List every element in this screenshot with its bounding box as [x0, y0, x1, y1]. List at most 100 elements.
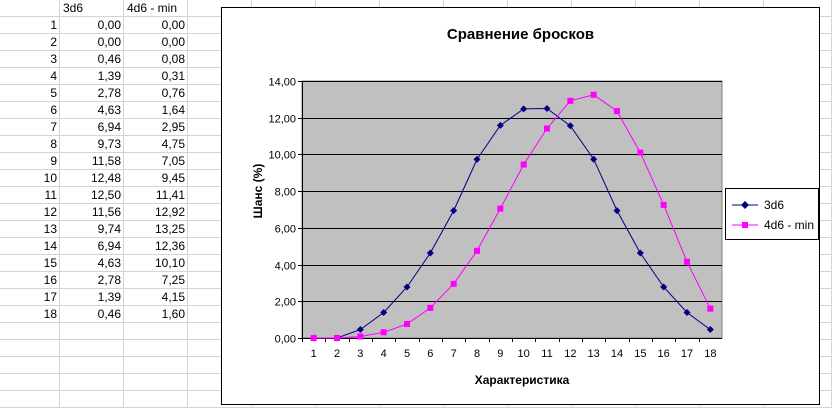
data-point-4d6-min: [637, 149, 644, 156]
cell-3d6-value[interactable]: 0,46: [97, 307, 121, 321]
y-tick-label: 0,00: [275, 334, 296, 346]
cell-roll-value[interactable]: 15: [43, 256, 57, 270]
y-tick-label: 14,00: [268, 77, 296, 89]
cell-roll-value[interactable]: 11: [44, 188, 57, 202]
cell-4d6-min-value[interactable]: 11,41: [155, 188, 185, 202]
data-point-3d6: [356, 326, 364, 334]
cell-3d6-value[interactable]: 0,46: [97, 52, 121, 66]
y-tick-label: 2,00: [275, 297, 296, 309]
cell-3d6-value[interactable]: 11,56: [91, 205, 121, 219]
cell-3d6-value[interactable]: 0,00: [97, 35, 121, 49]
cell-4d6-min-value[interactable]: 4,15: [161, 290, 185, 304]
cell-roll-value[interactable]: 2: [50, 35, 57, 49]
x-tick-label: 16: [658, 348, 670, 360]
data-point-4d6-min: [660, 201, 667, 208]
data-point-3d6: [496, 121, 504, 129]
cell-roll-value[interactable]: 18: [43, 307, 57, 321]
x-tick-label: 18: [704, 348, 716, 360]
legend-label-3d6: 3d6: [764, 198, 785, 212]
data-point-3d6: [426, 249, 434, 257]
data-point-3d6: [683, 308, 691, 316]
cell-3d6-value[interactable]: 2,78: [97, 273, 121, 287]
data-point-4d6-min: [707, 305, 714, 312]
cell-4d6-min-value[interactable]: 0,31: [161, 69, 185, 83]
cell-3d6-value[interactable]: 9,73: [97, 137, 121, 151]
cell-roll-value[interactable]: 13: [43, 222, 57, 236]
cell-4d6-min-value[interactable]: 1,60: [161, 307, 185, 321]
cell-4d6-min-value[interactable]: 0,76: [161, 86, 185, 100]
cell-4d6-min-value[interactable]: 4,75: [161, 137, 185, 151]
cell-3d6-value[interactable]: 11,58: [91, 154, 121, 168]
cell-3d6-value[interactable]: 12,48: [90, 171, 121, 185]
cell-4d6-min-value[interactable]: 12,36: [154, 239, 185, 253]
x-tick-label: 14: [611, 348, 623, 360]
cell-4d6-min-value[interactable]: 0,00: [161, 18, 185, 32]
x-tick-label: 10: [518, 348, 530, 360]
data-point-4d6-min: [427, 304, 434, 311]
cell-4d6-min-value[interactable]: 10,10: [154, 256, 185, 270]
legend-marker-3d6: [732, 201, 758, 209]
cell-3d6-value[interactable]: 2,78: [97, 86, 121, 100]
data-point-3d6: [613, 207, 621, 215]
cell-roll-value[interactable]: 16: [43, 273, 57, 287]
cell-roll-value[interactable]: 4: [50, 69, 57, 83]
cell-3d6-value[interactable]: 1,39: [97, 290, 121, 304]
cell-roll-value[interactable]: 12: [43, 205, 57, 219]
cell-4d6-min-value[interactable]: 1,64: [161, 103, 185, 117]
data-point-3d6: [706, 326, 714, 334]
series-line-0: [313, 107, 711, 339]
header-4d6-min[interactable]: 4d6 - min: [127, 1, 178, 15]
data-point-3d6: [636, 249, 644, 257]
cell-roll-value[interactable]: 8: [50, 137, 57, 151]
cell-3d6-value[interactable]: 4,63: [97, 256, 121, 270]
cell-roll-value[interactable]: 3: [50, 52, 57, 66]
y-axis-title: Шанс (%): [251, 163, 265, 219]
data-point-4d6-min: [310, 335, 317, 341]
cell-roll-value[interactable]: 5: [50, 86, 57, 100]
cell-roll-value[interactable]: 17: [43, 290, 57, 304]
data-point-4d6-min: [450, 280, 457, 287]
cell-roll-value[interactable]: 9: [50, 154, 57, 168]
data-point-3d6: [473, 155, 481, 163]
x-tick-label: 3: [357, 348, 363, 360]
cell-3d6-value[interactable]: 12,50: [90, 188, 121, 202]
data-point-4d6-min: [404, 321, 410, 328]
x-tick-label: 4: [381, 348, 387, 360]
cell-roll-value[interactable]: 7: [50, 120, 57, 134]
cell-roll-value[interactable]: 1: [50, 18, 57, 32]
chart-title: Сравнение бросков: [446, 26, 595, 43]
cell-roll-value[interactable]: 6: [50, 103, 57, 117]
cell-roll-value[interactable]: 14: [43, 239, 57, 253]
x-tick-label: 11: [541, 348, 552, 360]
data-point-3d6: [660, 283, 668, 291]
data-point-4d6-min: [544, 125, 550, 132]
cell-4d6-min-value[interactable]: 12,92: [154, 205, 185, 219]
cell-3d6-value[interactable]: 6,94: [97, 239, 121, 253]
data-point-4d6-min: [684, 258, 690, 265]
cell-4d6-min-value[interactable]: 0,08: [161, 52, 185, 66]
y-tick-label: 12,00: [268, 114, 296, 126]
x-axis-title: Характеристика: [474, 373, 570, 387]
cell-3d6-value[interactable]: 1,39: [97, 69, 121, 83]
legend-marker-4d6-min: [732, 222, 758, 228]
data-point-3d6: [520, 105, 528, 113]
legend-label-4d6-min: 4d6 - min: [764, 218, 815, 232]
x-tick-label: 5: [404, 348, 410, 360]
cell-4d6-min-value[interactable]: 7,25: [161, 273, 185, 287]
chart-area[interactable]: 0,00 2,00 4,00 6,00 8,00 10,00 12,00 14,00 1 2 3 4 5…: [221, 7, 820, 405]
cell-4d6-min-value[interactable]: 0,00: [161, 35, 185, 49]
cell-3d6-value[interactable]: 4,63: [97, 103, 121, 117]
cell-3d6-value[interactable]: 9,74: [97, 222, 121, 236]
data-point-3d6: [380, 308, 388, 316]
cell-3d6-value[interactable]: 0,00: [97, 18, 121, 32]
header-3d6[interactable]: 3d6: [63, 1, 84, 15]
data-point-4d6-min: [474, 247, 480, 254]
cell-4d6-min-value[interactable]: 7,05: [161, 154, 185, 168]
cell-4d6-min-value[interactable]: 2,95: [161, 120, 185, 134]
cell-4d6-min-value[interactable]: 9,45: [161, 171, 185, 185]
cell-3d6-value[interactable]: 6,94: [97, 120, 121, 134]
data-point-3d6: [403, 283, 411, 291]
cell-roll-value[interactable]: 10: [43, 171, 57, 185]
cell-4d6-min-value[interactable]: 13,25: [154, 222, 185, 236]
chart-legend[interactable]: 3d6 4d6 - min: [725, 188, 819, 240]
